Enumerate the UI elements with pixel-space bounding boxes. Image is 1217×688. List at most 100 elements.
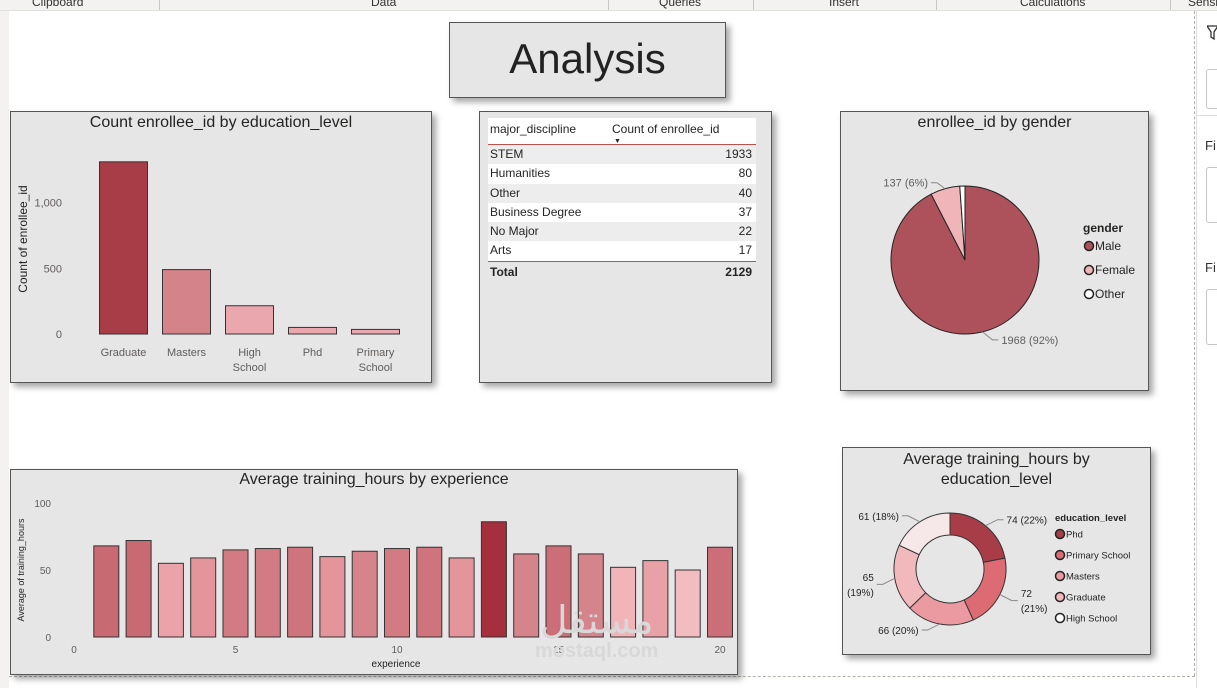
table-body: STEM 1933 Humanities 80 Other 40 Business Degr… bbox=[488, 145, 756, 261]
ribbon-group-data[interactable]: Data bbox=[371, 0, 397, 9]
filter-section-label-2: Fi bbox=[1205, 260, 1216, 275]
cell-count: 40 bbox=[738, 185, 752, 200]
legend-marker bbox=[1083, 240, 1095, 252]
bar bbox=[125, 540, 152, 638]
y-axis-label: Count of enrollee_id bbox=[16, 185, 30, 292]
data-label: 1968 (92%) bbox=[1001, 335, 1058, 347]
legend-marker bbox=[1054, 549, 1066, 561]
bar bbox=[384, 548, 410, 638]
x-tick-label: 0 bbox=[71, 645, 77, 656]
major-discipline-table-panel[interactable]: major_discipline Count of enrollee_id ▼ … bbox=[479, 111, 772, 383]
cell-major: Arts bbox=[490, 243, 512, 258]
table-row[interactable]: No Major 22 bbox=[488, 222, 756, 242]
bar bbox=[480, 521, 507, 638]
table-row[interactable]: STEM 1933 bbox=[488, 145, 756, 165]
ribbon-group-clipboard[interactable]: Clipboard bbox=[32, 0, 84, 9]
bar bbox=[448, 557, 475, 638]
x-tick-label: School bbox=[233, 362, 267, 374]
filter-card-1[interactable] bbox=[1206, 167, 1217, 223]
x-tick-label: Masters bbox=[167, 347, 207, 359]
canvas-right-border bbox=[1194, 11, 1195, 676]
legend-title: education_level bbox=[1055, 513, 1126, 524]
x-axis-label: experience bbox=[372, 659, 421, 670]
data-label: 137 (6%) bbox=[883, 178, 928, 190]
legend-label: Masters bbox=[1066, 572, 1100, 583]
x-tick-label: Graduate bbox=[101, 347, 147, 359]
data-label: (19%) bbox=[847, 588, 874, 599]
bar bbox=[99, 161, 148, 335]
ribbon-group-calculations[interactable]: Calculations bbox=[1020, 0, 1086, 9]
y-axis-label: Average of training_hours bbox=[16, 518, 26, 621]
ribbon-group-insert[interactable]: Insert bbox=[829, 0, 860, 9]
cell-count: 37 bbox=[738, 204, 752, 219]
table-row[interactable]: Arts 17 bbox=[488, 241, 756, 260]
cell-major: Other bbox=[490, 185, 521, 200]
y-tick-label: 500 bbox=[44, 263, 62, 275]
filter-icon[interactable] bbox=[1207, 25, 1217, 41]
cell-count: 22 bbox=[738, 224, 752, 239]
bar bbox=[610, 566, 637, 638]
edu-training-donut-chart: 74 (22%) 72 (21%) 66 (20%) 65 (19%) 61 (18%) ed… bbox=[847, 512, 1130, 637]
exp-training-chart: 0 50 100 Average of training_hours 0 5 10 15 20 e… bbox=[16, 499, 733, 670]
y-tick-label: 0 bbox=[45, 633, 51, 644]
sort-descending-icon[interactable]: ▼ bbox=[614, 138, 621, 145]
donut-slice bbox=[963, 557, 1007, 621]
ribbon-bar: Clipboard Data Queries Insert Calculatio… bbox=[0, 0, 1217, 11]
y-tick-label: 100 bbox=[34, 499, 51, 510]
bar bbox=[416, 546, 443, 638]
watermark-logo: مستقل bbox=[539, 598, 654, 642]
edu-training-donut-panel[interactable]: Average training_hours by education_leve… bbox=[842, 447, 1151, 655]
legend-marker bbox=[1083, 264, 1095, 276]
legend-marker bbox=[1054, 570, 1066, 582]
gender-pie-title: enrollee_id by gender bbox=[917, 114, 1072, 131]
data-label: 72 bbox=[1021, 589, 1033, 600]
gender-pie-chart: 1968 (92%) 137 (6%) gender Male Female Other bbox=[883, 178, 1135, 347]
total-value: 2129 bbox=[725, 264, 752, 279]
x-tick-label: High bbox=[238, 347, 261, 359]
exp-training-chart-panel[interactable]: Average training_hours by experience 0 50… bbox=[10, 469, 738, 675]
cell-count: 1933 bbox=[725, 147, 752, 161]
pie-slice bbox=[959, 185, 966, 261]
data-label: 61 (18%) bbox=[858, 512, 899, 523]
page-title: Analysis bbox=[509, 35, 666, 82]
bar bbox=[351, 550, 378, 638]
exp-training-chart-title: Average training_hours by experience bbox=[239, 471, 509, 488]
watermark-text: mostaql.com bbox=[535, 640, 659, 662]
bar bbox=[225, 305, 274, 335]
filter-card-2[interactable] bbox=[1206, 289, 1217, 345]
cell-major: Humanities bbox=[490, 166, 551, 181]
x-tick-label: 20 bbox=[714, 645, 726, 656]
table-row[interactable]: Business Degree 37 bbox=[488, 203, 756, 222]
edu-count-chart-panel[interactable]: Count enrollee_id by education_level 0 50… bbox=[10, 111, 432, 383]
leader-line bbox=[921, 623, 940, 631]
bar bbox=[93, 545, 120, 638]
ribbon-group-queries[interactable]: Queries bbox=[659, 0, 702, 9]
x-tick-label: 15 bbox=[553, 645, 565, 656]
gender-pie-panel[interactable]: enrollee_id by gender 1968 (92%) 137 (6%)… bbox=[840, 111, 1149, 391]
table-row[interactable]: Humanities 80 bbox=[488, 164, 756, 183]
bar bbox=[707, 546, 733, 638]
page-title-card[interactable]: Analysis bbox=[449, 22, 726, 98]
legend-label: Phd bbox=[1066, 530, 1083, 541]
x-tick-label: School bbox=[359, 362, 393, 374]
column-header-count[interactable]: Count of enrollee_id bbox=[612, 122, 720, 136]
leader-line bbox=[901, 515, 921, 523]
filter-search-box[interactable] bbox=[1206, 69, 1217, 109]
leader-line bbox=[985, 519, 1004, 527]
x-tick-label: Phd bbox=[303, 347, 323, 359]
table-header: major_discipline Count of enrollee_id ▼ bbox=[488, 118, 756, 145]
edu-count-chart-title: Count enrollee_id by education_level bbox=[89, 114, 353, 131]
bar bbox=[577, 553, 604, 638]
legend-marker bbox=[1054, 612, 1066, 624]
table-row[interactable]: Other 40 bbox=[488, 183, 756, 203]
legend-label: Female bbox=[1095, 263, 1135, 277]
leader-line bbox=[982, 331, 999, 341]
bar bbox=[157, 562, 184, 638]
column-header-major[interactable]: major_discipline bbox=[490, 122, 577, 136]
bar bbox=[287, 546, 314, 638]
donut-title-line-2: education_level bbox=[940, 471, 1053, 488]
cell-major: No Major bbox=[490, 224, 539, 239]
ribbon-group-sensitivity[interactable]: Sensi bbox=[1188, 0, 1217, 9]
legend-marker bbox=[1054, 591, 1066, 603]
leader-line bbox=[999, 594, 1018, 602]
